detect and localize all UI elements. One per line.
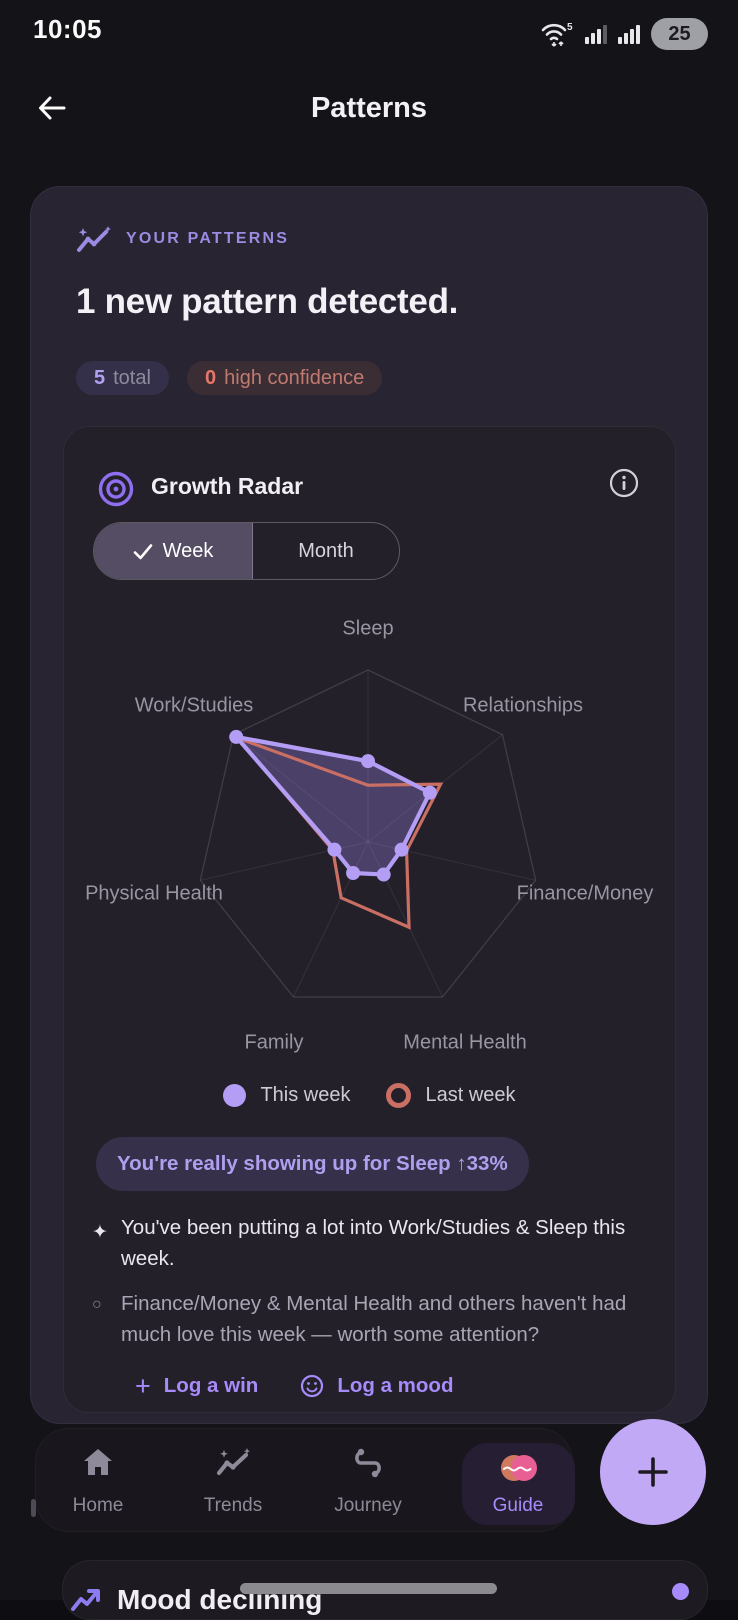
confidence-badge-label: high confidence <box>224 366 365 389</box>
battery-percent: 25 <box>668 22 691 45</box>
radar-chart <box>199 669 537 998</box>
growth-radar-title: Growth Radar <box>151 473 304 499</box>
notification-dot <box>672 1583 689 1600</box>
nav-trends[interactable]: Trends <box>203 1495 263 1516</box>
insight-attention-text: Finance/Money & Mental Health and others… <box>121 1292 627 1346</box>
legend-this-week-label: This week <box>260 1084 351 1106</box>
toggle-week[interactable]: Week <box>94 523 253 579</box>
log-a-mood-label: Log a mood <box>337 1374 454 1397</box>
period-toggle: Week Month <box>93 522 400 580</box>
circle-bullet-icon: ○ <box>92 1296 102 1313</box>
legend-last-week-label: Last week <box>425 1084 516 1106</box>
confidence-badge-count: 0 <box>205 366 217 389</box>
edge-sliver <box>31 1499 36 1517</box>
svg-text:5: 5 <box>567 22 573 33</box>
log-a-win-label: Log a win <box>163 1374 259 1397</box>
home-gesture-bar[interactable] <box>240 1583 497 1594</box>
axis-label-physical-health: Physical Health <box>85 882 223 905</box>
toggle-month[interactable]: Month <box>253 523 399 579</box>
wifi-icon: 5 <box>541 22 573 47</box>
radar-target-icon <box>98 471 134 507</box>
axis-label-work-studies: Work/Studies <box>134 694 254 717</box>
journey-icon <box>355 1448 381 1478</box>
nav-home[interactable]: Home <box>72 1495 124 1516</box>
signal-icon-sim2 <box>618 25 640 44</box>
add-fab-button[interactable] <box>600 1419 706 1525</box>
insight-pill: You're really showing up for Sleep ↑33% <box>96 1137 529 1191</box>
trend-up-icon <box>71 1589 100 1611</box>
status-icons: 5 25 <box>540 18 708 50</box>
insight-positive-text: You've been putting a lot into Work/Stud… <box>121 1216 626 1270</box>
info-button[interactable] <box>609 468 639 498</box>
quick-actions: + Log a win Log a mood <box>135 1371 453 1401</box>
plus-icon: + <box>135 1371 151 1401</box>
page-title: Patterns <box>310 92 428 124</box>
plus-icon <box>638 1457 668 1487</box>
check-icon <box>133 543 152 559</box>
axis-label-relationships: Relationships <box>462 694 584 717</box>
axis-label-sleep: Sleep <box>342 617 394 640</box>
info-icon <box>609 468 639 498</box>
total-badge-label: total <box>113 366 151 389</box>
status-time: 10:05 <box>33 14 102 44</box>
this-week-dot-icon <box>223 1084 247 1107</box>
home-icon <box>84 1449 112 1475</box>
toggle-week-label: Week <box>162 539 214 562</box>
back-arrow-icon <box>39 96 66 120</box>
smiley-icon <box>301 1374 324 1398</box>
growth-radar-card <box>63 426 676 1413</box>
back-button[interactable] <box>34 90 70 126</box>
nav-guide-label: Guide <box>492 1495 544 1516</box>
total-badge-count: 5 <box>94 366 106 389</box>
legend-last-week: Last week <box>386 1083 516 1108</box>
nav-journey[interactable]: Journey <box>334 1495 402 1516</box>
confidence-badge: 0 high confidence <box>187 361 383 395</box>
legend-this-week: This week <box>223 1084 350 1107</box>
insight-pill-text: You're really showing up for Sleep ↑33% <box>117 1152 508 1175</box>
toggle-month-label: Month <box>298 539 354 562</box>
patterns-card-label: YOUR PATTERNS <box>126 230 290 247</box>
log-a-mood-button[interactable]: Log a mood <box>300 1374 453 1398</box>
battery-indicator: 25 <box>651 18 708 50</box>
last-week-ring-icon <box>386 1083 412 1108</box>
signal-icon-sim1 <box>585 25 607 44</box>
chart-legend: This week Last week <box>63 1083 676 1108</box>
axis-label-family: Family <box>244 1031 304 1054</box>
sparkle-trend-icon <box>77 226 111 252</box>
axis-label-finance: Finance/Money <box>516 882 654 905</box>
patterns-headline: 1 new pattern detected. <box>76 282 459 321</box>
log-a-win-button[interactable]: + Log a win <box>135 1371 259 1401</box>
axis-label-mental-health: Mental Health <box>403 1031 527 1054</box>
diamond-bullet-icon: ✦ <box>92 1222 108 1243</box>
total-badge: 5 total <box>76 361 169 395</box>
trends-icon <box>216 1448 251 1476</box>
guide-icon <box>501 1455 537 1481</box>
